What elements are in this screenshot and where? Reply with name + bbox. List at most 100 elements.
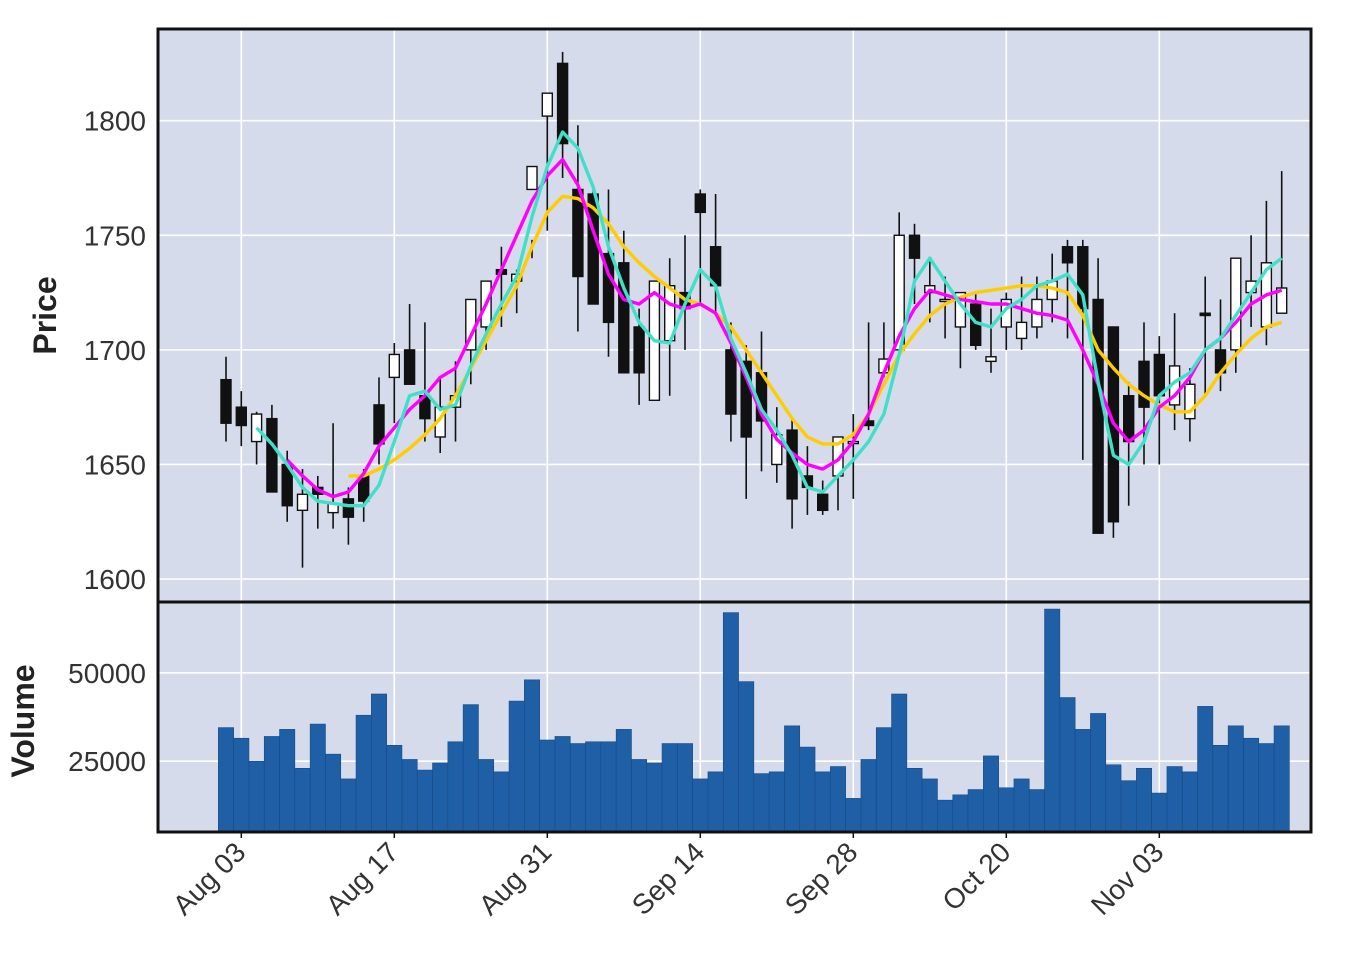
candle-body [556, 62, 569, 145]
price-panel-background [158, 29, 1311, 602]
moving-average-lines [255, 130, 1283, 508]
candle [985, 308, 997, 373]
volume-bar [569, 743, 586, 833]
volume-bar [447, 741, 464, 833]
price-vertical-gridlines [240, 29, 1161, 602]
candle-body [1061, 246, 1074, 264]
volume-bar [386, 745, 403, 833]
candle-body [1184, 383, 1196, 420]
candle-body [725, 349, 737, 415]
volume-bar [1013, 778, 1030, 833]
candle [403, 304, 416, 385]
volume-y-tick-label: 25000 [68, 746, 146, 777]
volume-bar [416, 769, 433, 833]
candle-body [1275, 287, 1288, 314]
volume-bar [1212, 745, 1229, 833]
candle-body [220, 378, 232, 424]
candle [1199, 276, 1211, 396]
candle-body [526, 165, 538, 191]
volume-bar [1105, 764, 1122, 833]
candle-body [541, 92, 553, 117]
volume-bar [646, 762, 663, 833]
volume-bar [462, 704, 479, 833]
x-tick-label: Nov 03 [1085, 836, 1170, 921]
candle-body [266, 417, 278, 493]
candle-body [373, 404, 385, 445]
volume-bar [921, 778, 938, 833]
volume-bar [1227, 725, 1244, 833]
volume-bar [1243, 737, 1260, 833]
ma-short-line [255, 130, 1283, 508]
volume-bar [218, 727, 234, 833]
candle [908, 223, 921, 305]
volume-bar [983, 755, 999, 833]
candle-body [342, 498, 355, 518]
candle-body [403, 349, 416, 385]
volume-bar [875, 727, 892, 833]
volume-bar [845, 798, 862, 833]
volume-bar [952, 794, 969, 833]
candle-body [618, 262, 630, 374]
candle-body [1230, 257, 1242, 351]
volume-bar [1074, 729, 1091, 833]
volume-bar [753, 773, 770, 833]
x-tick-label: Aug 03 [167, 836, 252, 921]
candle-body [694, 193, 706, 214]
candle [694, 189, 706, 305]
volume-bar [1166, 766, 1183, 833]
ma-long-line [348, 194, 1283, 478]
volume-bar [768, 771, 785, 833]
candle [235, 391, 248, 447]
candle-body [817, 493, 829, 512]
volume-bar [891, 693, 908, 833]
volume-axis-label: Volume [5, 664, 41, 777]
volume-bar [998, 787, 1015, 833]
volume-bar [432, 762, 449, 833]
volume-bar [309, 723, 326, 833]
volume-bar [1059, 697, 1076, 833]
volume-bar [1181, 771, 1198, 833]
volume-bar [1151, 792, 1168, 833]
candle-body [908, 234, 921, 259]
price-y-tick-label: 1800 [84, 106, 146, 137]
price-y-tick-labels: 1600 1650 1700 1750 1800 [84, 106, 146, 595]
volume-bar [707, 771, 724, 833]
volume-bar [1044, 608, 1061, 833]
volume-bar [1090, 713, 1107, 833]
volume-bar [1273, 725, 1290, 833]
candle-body [1077, 246, 1089, 310]
volume-bar [493, 771, 510, 833]
volume-bar [478, 759, 495, 833]
volume-bar [692, 778, 709, 833]
volume-bar [1120, 780, 1137, 833]
ma-mid-line [285, 157, 1283, 499]
volume-bar [615, 729, 632, 833]
candle-body [1199, 312, 1211, 317]
volume-bar [263, 736, 280, 833]
candle [1015, 276, 1028, 350]
candle [220, 356, 232, 442]
candle-body [235, 406, 248, 427]
candle-body [1092, 298, 1104, 534]
candle-body [1015, 321, 1028, 340]
candle-body [985, 356, 997, 363]
volume-bar [1197, 706, 1214, 833]
volume-bar [508, 700, 525, 833]
volume-bar [1028, 789, 1045, 833]
candle-body [1138, 360, 1150, 408]
volume-y-tick-labels: 25000 50000 [68, 658, 146, 777]
candle-body [602, 252, 615, 324]
x-tick-label: Sep 28 [779, 836, 864, 921]
candle [1184, 368, 1196, 442]
candle [342, 487, 355, 545]
volume-bar [600, 741, 617, 833]
volume-bar [554, 736, 571, 833]
volume-bar [340, 778, 357, 833]
candle [817, 480, 829, 515]
volume-bar [631, 759, 648, 833]
volume-bar [722, 612, 739, 833]
volume-bar [860, 759, 877, 833]
candle [771, 407, 783, 483]
